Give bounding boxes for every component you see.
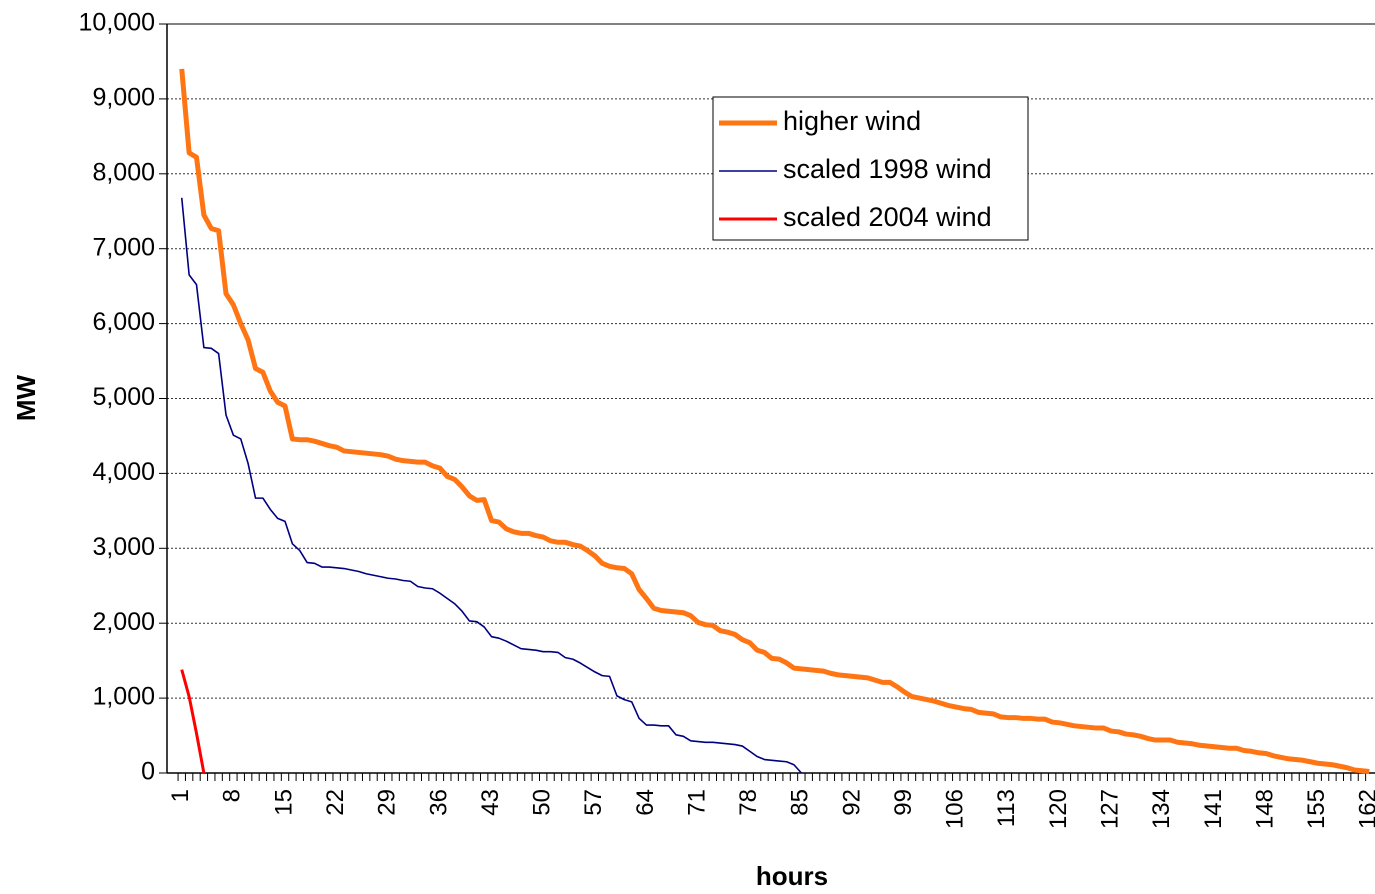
y-tick-label: 4,000 [92, 458, 155, 486]
x-axis-title: hours [756, 861, 828, 891]
y-tick-label: 9,000 [92, 84, 155, 112]
y-tick-label: 7,000 [92, 233, 155, 261]
x-tick-label: 155 [1303, 789, 1330, 829]
x-tick-label: 15 [270, 789, 297, 816]
x-tick-label: 43 [477, 789, 504, 816]
series-line [179, 68, 1370, 774]
y-tick-label: 5,000 [92, 383, 155, 411]
x-tick-label: 50 [529, 789, 556, 816]
x-tick-label: 127 [1096, 789, 1123, 829]
x-tick-label: 99 [890, 789, 917, 816]
series-line [180, 669, 206, 774]
x-tick-label: 78 [735, 789, 762, 816]
x-tick-label: 29 [374, 789, 401, 816]
x-tick-label: 8 [219, 789, 246, 802]
legend-label: scaled 1998 wind [783, 154, 992, 184]
x-tick-label: 1 [167, 789, 194, 802]
legend-label: higher wind [783, 106, 921, 136]
x-tick-label: 64 [632, 789, 659, 816]
series-line [180, 197, 802, 774]
x-tick-label: 148 [1251, 789, 1278, 829]
y-tick-label: 1,000 [92, 683, 155, 711]
y-tick-label: 2,000 [92, 608, 155, 636]
y-axis-title: MW [11, 374, 41, 421]
y-tick-label: 8,000 [92, 158, 155, 186]
y-tick-label: 10,000 [79, 9, 155, 37]
y-tick-label: 0 [141, 758, 155, 786]
x-tick-label: 134 [1148, 789, 1175, 829]
x-tick-label: 141 [1200, 789, 1227, 829]
legend-label: scaled 2004 wind [783, 202, 992, 232]
x-tick-label: 92 [838, 789, 865, 816]
y-tick-label: 6,000 [92, 308, 155, 336]
x-tick-label: 22 [322, 789, 349, 816]
x-tick-label: 120 [1045, 789, 1072, 829]
x-tick-label: 71 [683, 789, 710, 816]
x-tick-label: 57 [580, 789, 607, 816]
x-tick-label: 36 [425, 789, 452, 816]
y-tick-label: 3,000 [92, 533, 155, 561]
x-tick-label: 106 [942, 789, 969, 829]
x-tick-label: 162 [1355, 789, 1375, 829]
x-tick-label: 113 [993, 789, 1020, 827]
x-tick-label: 85 [787, 789, 814, 816]
